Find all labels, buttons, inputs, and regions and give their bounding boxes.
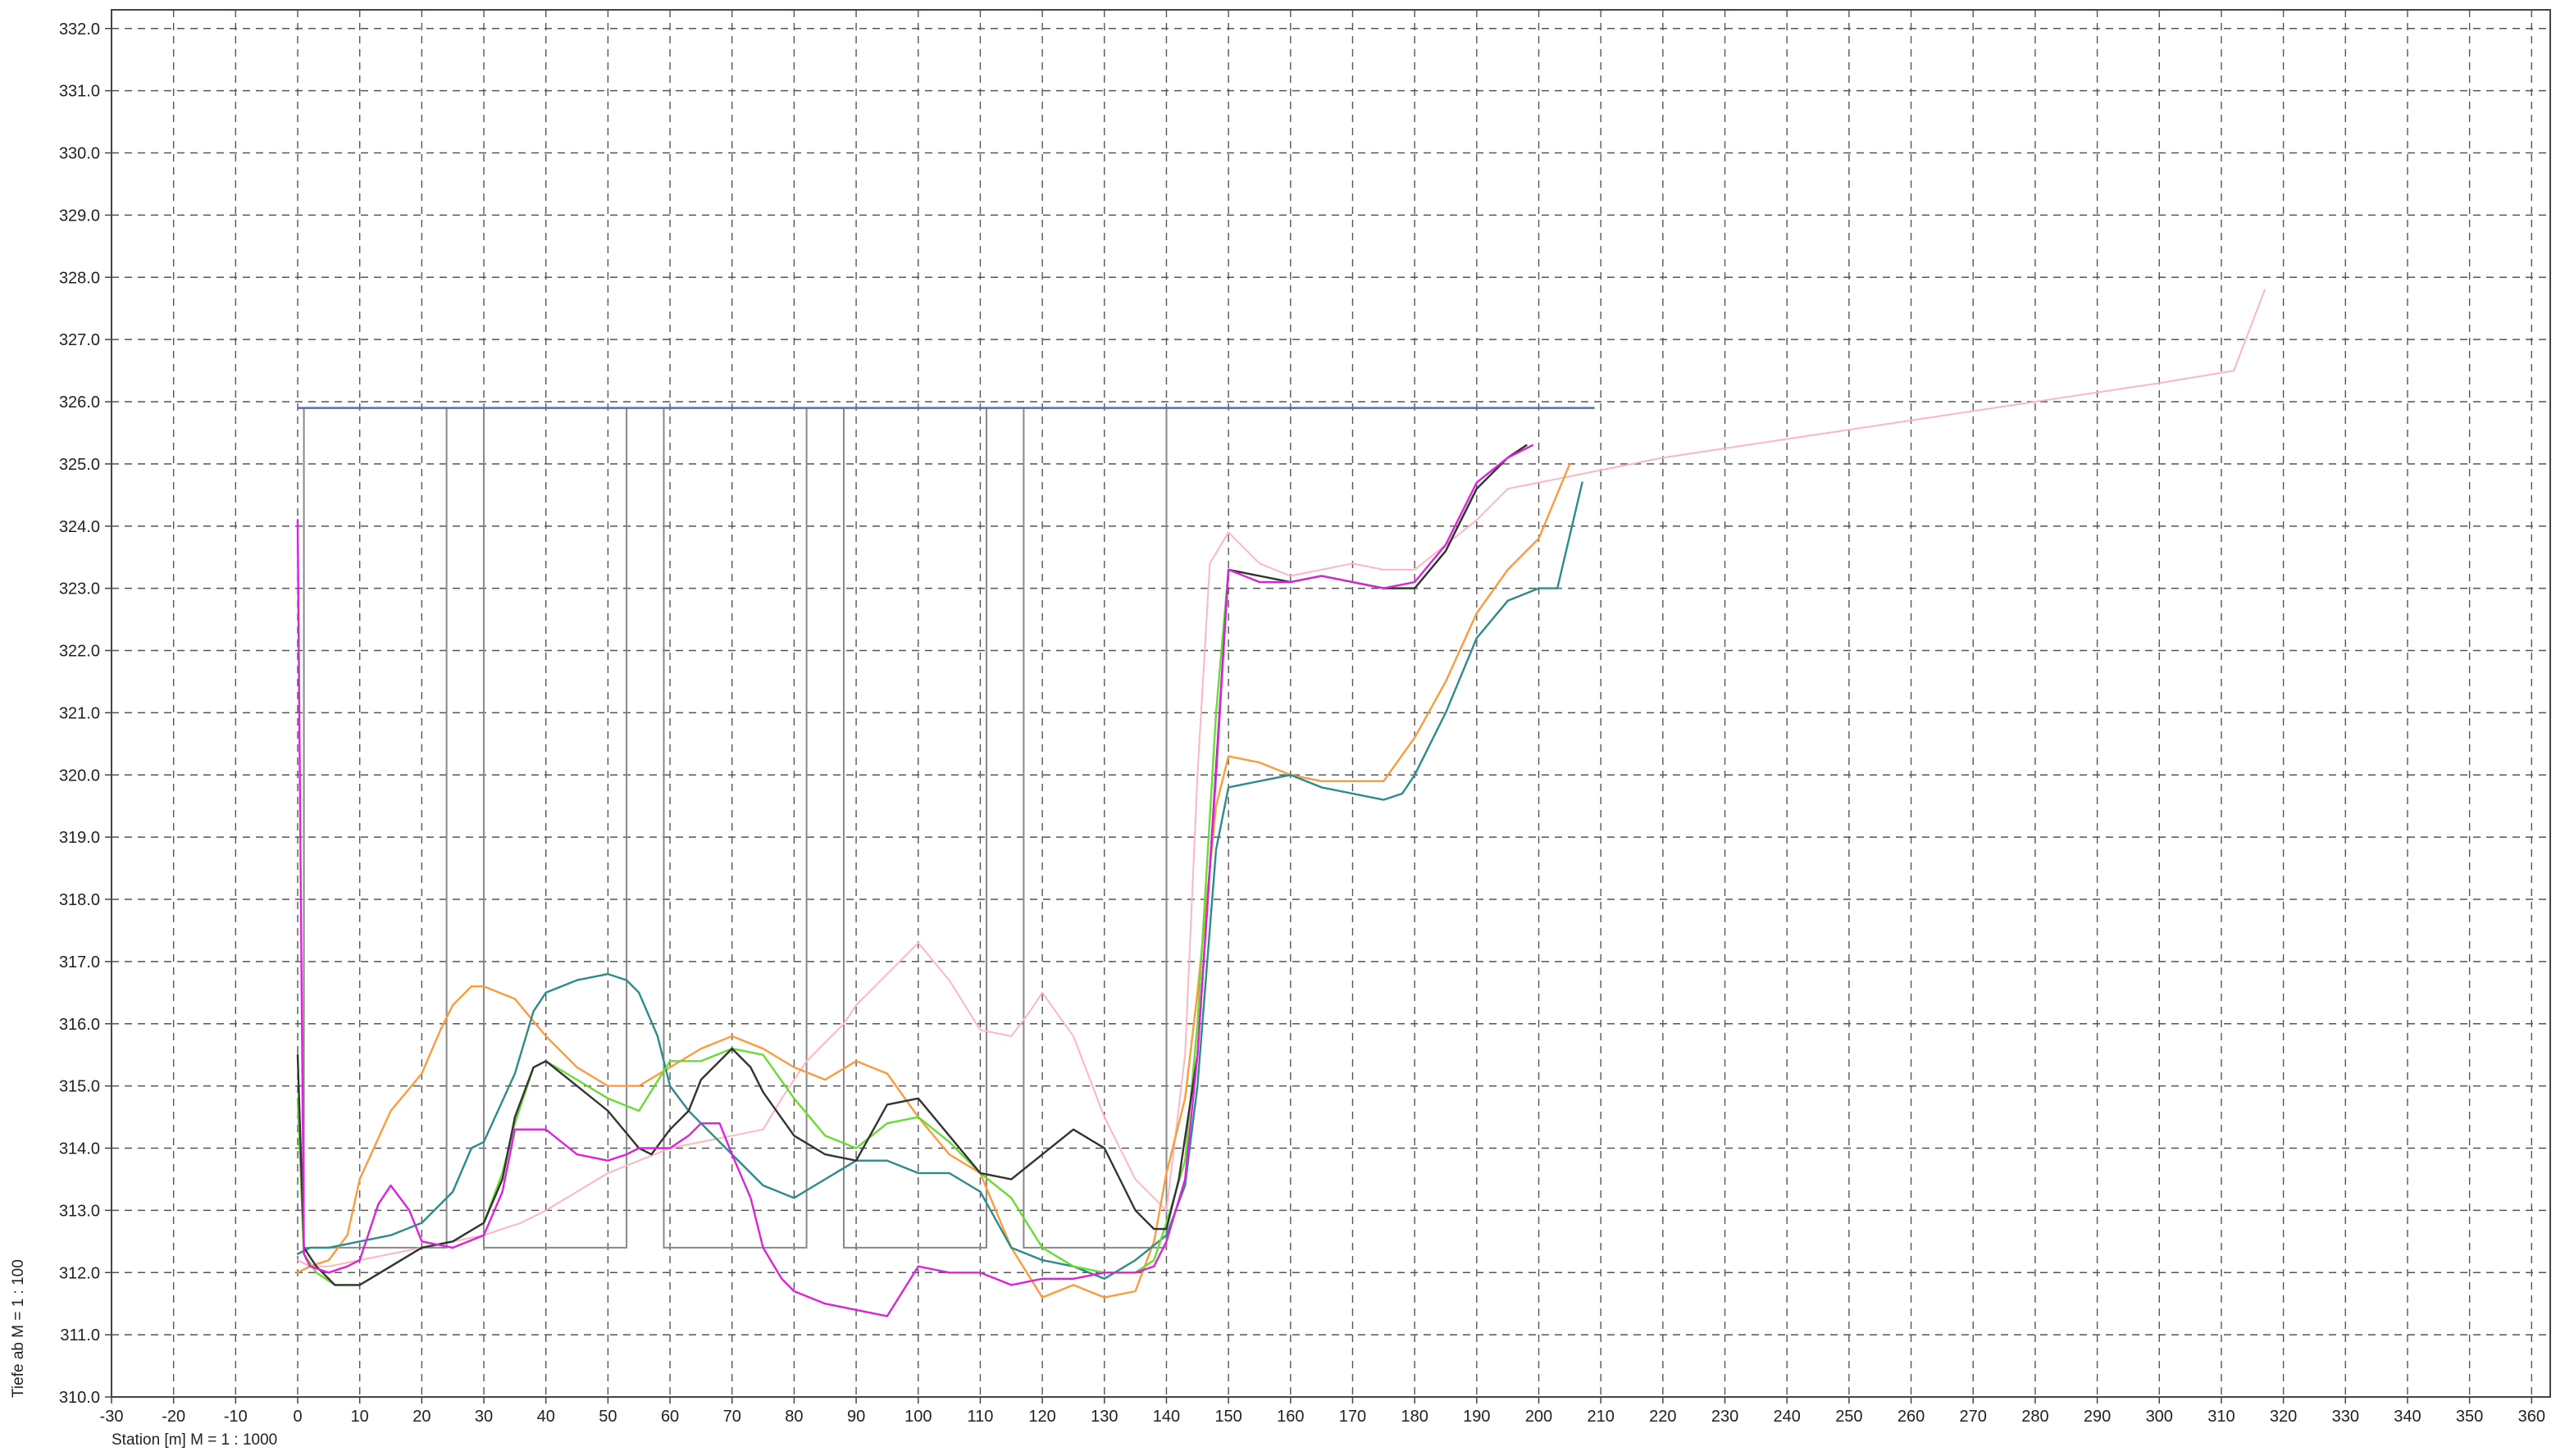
y-tick-label: 330.0 bbox=[59, 145, 100, 163]
y-tick-label: 313.0 bbox=[59, 1202, 100, 1220]
x-tick-label: 40 bbox=[537, 1408, 555, 1426]
horizontal-gridlines bbox=[105, 28, 2550, 1398]
x-tick-label: 0 bbox=[293, 1408, 302, 1426]
y-tick-label: 329.0 bbox=[59, 207, 100, 225]
x-tick-label: 260 bbox=[1898, 1408, 1925, 1426]
x-tick-label: 210 bbox=[1587, 1408, 1614, 1426]
y-tick-label: 322.0 bbox=[59, 643, 100, 661]
x-tick-label: 220 bbox=[1649, 1408, 1676, 1426]
x-tick-label: 350 bbox=[2456, 1408, 2483, 1426]
y-tick-label: 317.0 bbox=[59, 953, 100, 971]
y-tick-label: 332.0 bbox=[59, 20, 100, 39]
y-tick-label: 326.0 bbox=[59, 394, 100, 412]
x-tick-label: 90 bbox=[847, 1408, 865, 1426]
x-tick-label: 80 bbox=[785, 1408, 803, 1426]
y-tick-label: 311.0 bbox=[60, 1326, 100, 1345]
x-tick-label: 320 bbox=[2270, 1408, 2297, 1426]
x-tick-label: 100 bbox=[904, 1408, 932, 1426]
x-tick-label: 200 bbox=[1525, 1408, 1552, 1426]
x-tick-labels: -30 -20 -10 0 10 20 30 40 50 60 70 80 90 100 110 120 130… bbox=[100, 1408, 2545, 1426]
y-tick-label: 328.0 bbox=[59, 269, 100, 287]
x-tick-label: 290 bbox=[2084, 1408, 2111, 1426]
profile-series bbox=[296, 289, 2266, 1317]
x-tick-label: 240 bbox=[1774, 1408, 1801, 1426]
x-tick-label: 70 bbox=[723, 1408, 741, 1426]
y-tick-label: 316.0 bbox=[59, 1016, 100, 1034]
x-tick-label: 300 bbox=[2146, 1408, 2173, 1426]
x-tick-label: 20 bbox=[412, 1408, 431, 1426]
x-tick-label: 310 bbox=[2207, 1408, 2235, 1426]
y-tick-label: 318.0 bbox=[59, 891, 100, 909]
x-tick-label: 280 bbox=[2021, 1408, 2048, 1426]
y-tick-label: 324.0 bbox=[59, 518, 100, 536]
y-tick-label: 325.0 bbox=[59, 456, 100, 474]
x-tick-label: -20 bbox=[162, 1408, 185, 1426]
x-tick-label: 330 bbox=[2332, 1408, 2359, 1426]
x-tick-label: 230 bbox=[1711, 1408, 1738, 1426]
x-tick-label: 30 bbox=[475, 1408, 493, 1426]
y-tick-label: 312.0 bbox=[59, 1264, 100, 1282]
x-axis-label: Station [m] M = 1 : 1000 bbox=[112, 1431, 277, 1449]
y-tick-label: 319.0 bbox=[59, 829, 100, 847]
y-tick-label: 321.0 bbox=[59, 704, 100, 722]
y-tick-labels: 310.0 311.0 312.0 313.0 314.0 315.0 316.0 317.0… bbox=[59, 20, 100, 1407]
y-tick-label: 327.0 bbox=[59, 331, 100, 349]
x-tick-label: 110 bbox=[967, 1408, 993, 1426]
series-line-1 bbox=[297, 289, 2266, 1267]
y-tick-label: 315.0 bbox=[59, 1078, 100, 1096]
x-tick-label: 250 bbox=[1835, 1408, 1862, 1426]
x-tick-label: 190 bbox=[1463, 1408, 1490, 1426]
x-tick-label: 170 bbox=[1339, 1408, 1366, 1426]
x-tick-label: 180 bbox=[1401, 1408, 1428, 1426]
y-tick-label: 320.0 bbox=[59, 767, 100, 785]
y-tick-label: 314.0 bbox=[59, 1140, 100, 1158]
x-tick-label: 10 bbox=[351, 1408, 369, 1426]
plot-frame bbox=[111, 9, 2551, 1398]
x-tick-label: 140 bbox=[1153, 1408, 1180, 1426]
x-tick-label: -30 bbox=[100, 1408, 124, 1426]
x-tick-label: 130 bbox=[1091, 1408, 1118, 1426]
y-tick-label: 331.0 bbox=[59, 83, 100, 101]
x-tick-label: 270 bbox=[1960, 1408, 1987, 1426]
y-tick-label: 310.0 bbox=[59, 1389, 100, 1407]
y-axis-label: Tiefe ab M = 1 : 100 bbox=[10, 1259, 27, 1398]
y-tick-label: 323.0 bbox=[59, 580, 100, 598]
series-line-3 bbox=[296, 481, 1583, 1280]
x-tick-label: 150 bbox=[1214, 1408, 1241, 1426]
x-tick-label: 60 bbox=[661, 1408, 679, 1426]
x-tick-label: 50 bbox=[599, 1408, 617, 1426]
series-line-6 bbox=[296, 444, 1534, 1317]
x-tick-label: 120 bbox=[1028, 1408, 1055, 1426]
x-tick-label: 340 bbox=[2394, 1408, 2421, 1426]
x-tick-label: 160 bbox=[1277, 1408, 1304, 1426]
x-tick-label: -10 bbox=[224, 1408, 248, 1426]
x-tick-label: 360 bbox=[2518, 1408, 2545, 1426]
series-line-5 bbox=[296, 444, 1528, 1286]
